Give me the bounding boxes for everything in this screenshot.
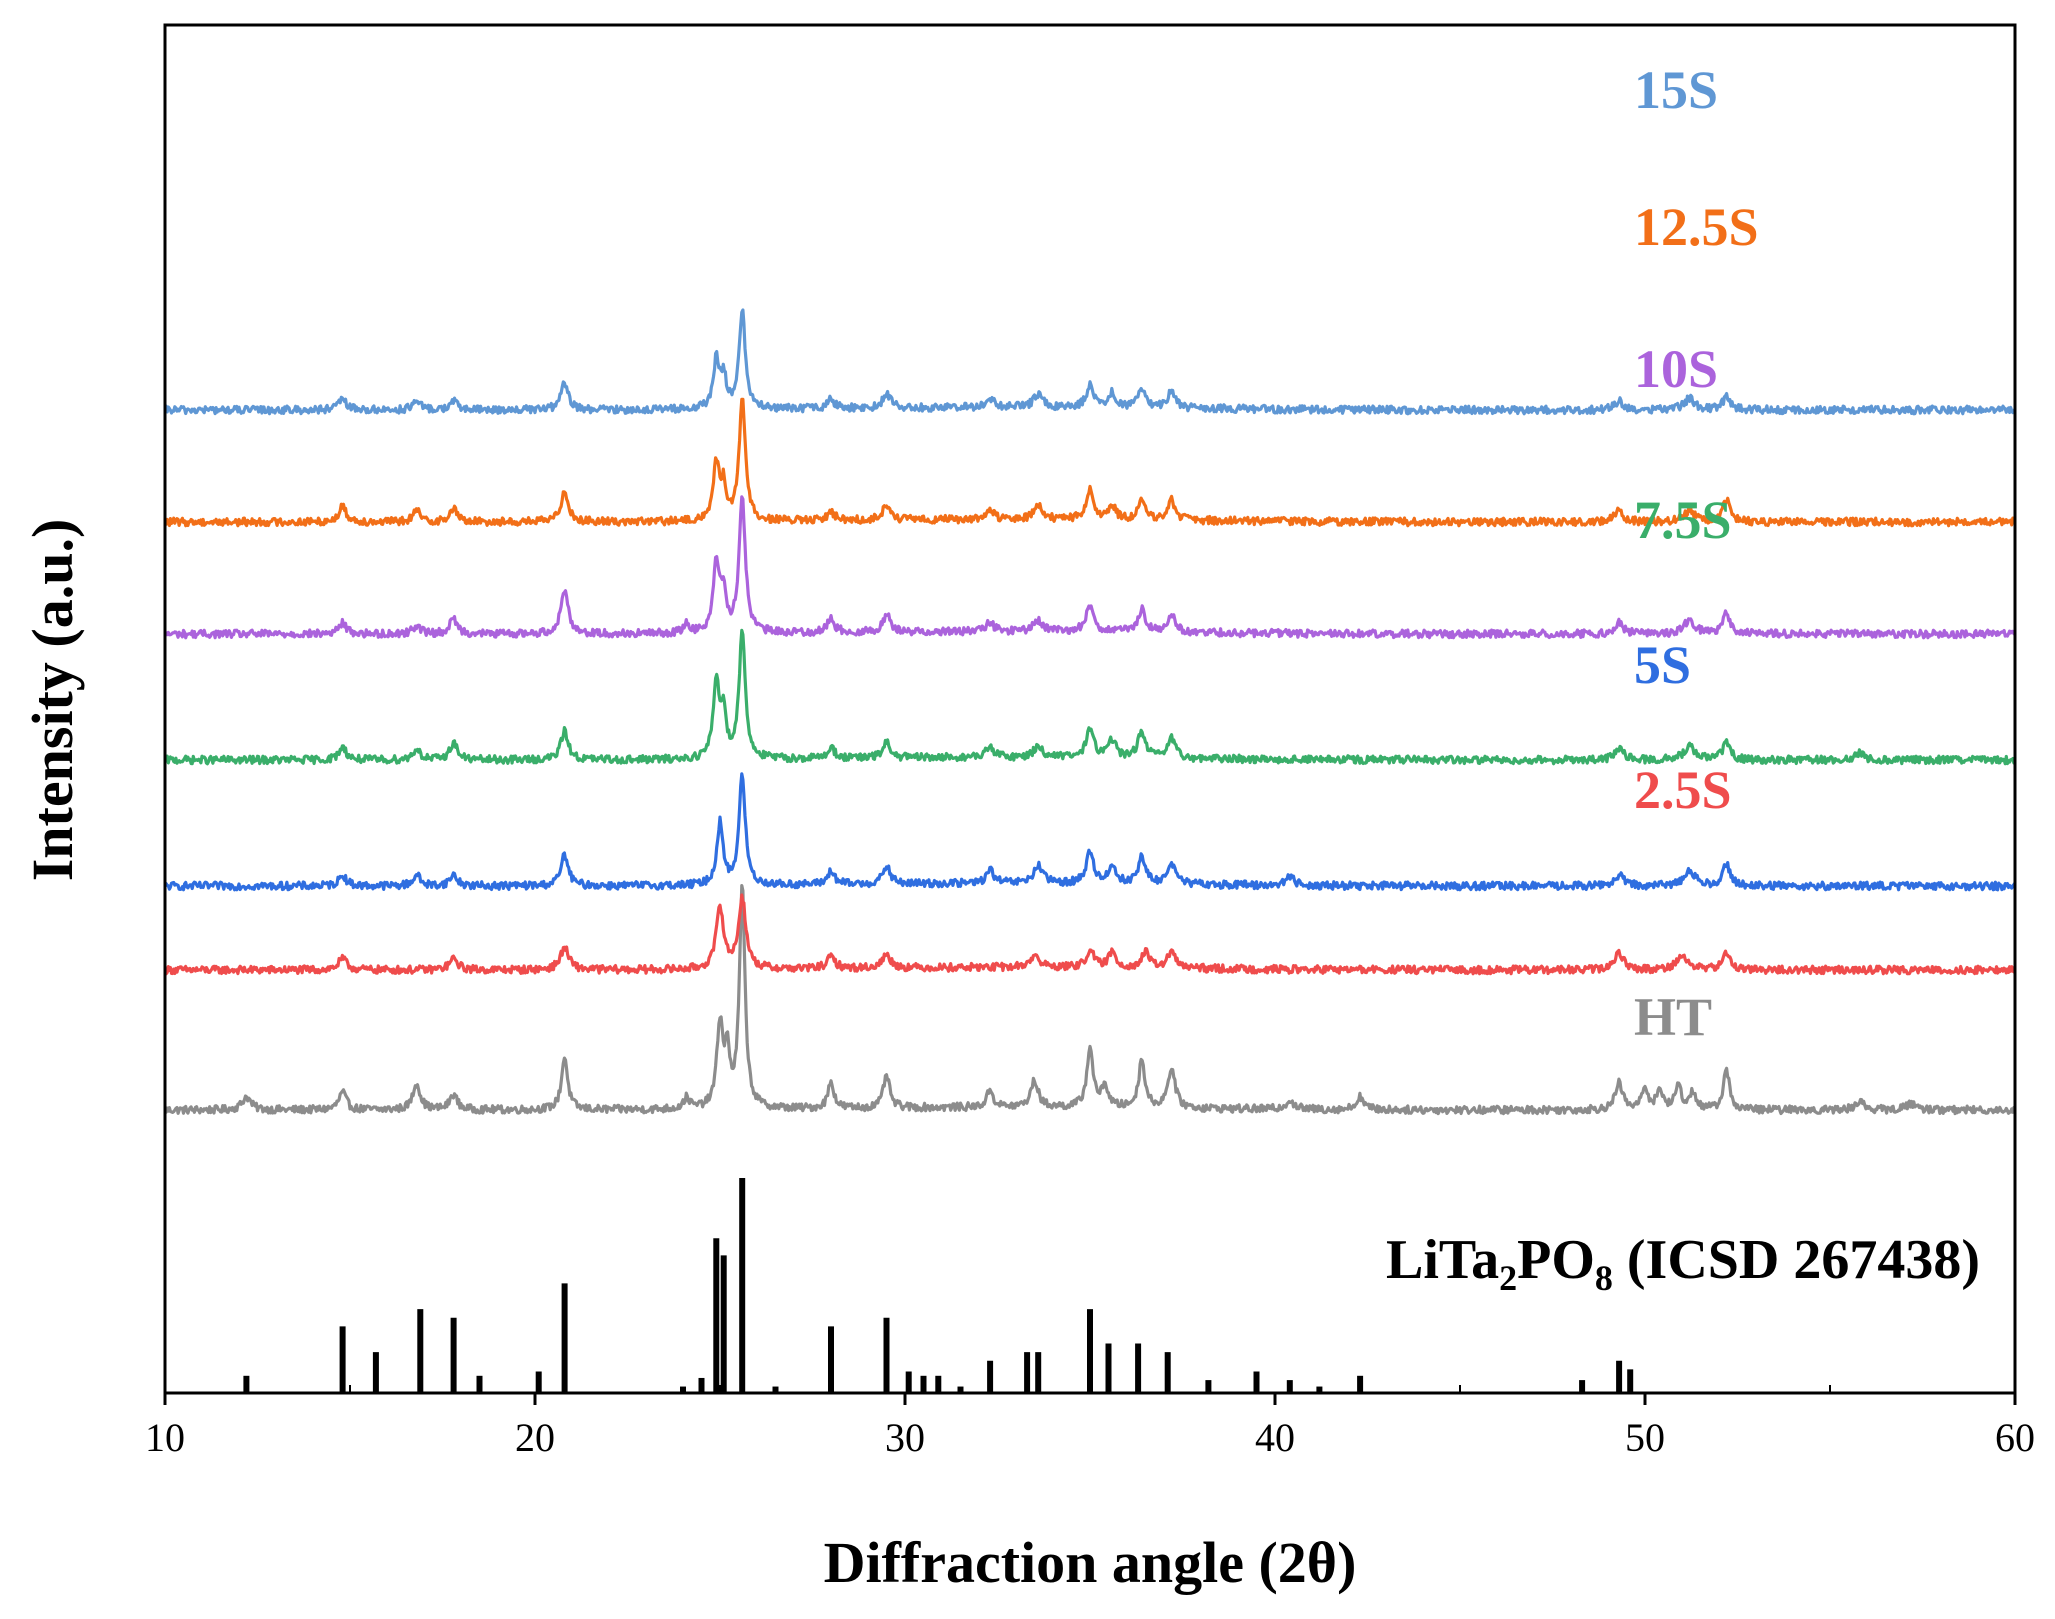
series-line-HT: [163, 884, 2017, 1116]
reference-label: LiTa2PO8 (ICSD 267438): [1386, 1229, 1980, 1298]
series-line-15S: [164, 308, 2017, 416]
series-line-7.5S: [163, 628, 2017, 766]
series-label-2.5S: 2.5S: [1634, 760, 1732, 820]
series-label-HT: HT: [1634, 987, 1712, 1047]
series-label-12.5S: 12.5S: [1634, 197, 1759, 257]
series-group: [163, 308, 2017, 1116]
series-line-2.5S: [163, 893, 2017, 976]
x-tick-label-20: 20: [515, 1415, 555, 1460]
series-label-7.5S: 7.5S: [1634, 490, 1732, 550]
x-tick-label-40: 40: [1255, 1415, 1295, 1460]
y-axis-title: Intensity (a.u.): [20, 519, 85, 882]
series-label-10S: 10S: [1634, 339, 1718, 399]
series-label-15S: 15S: [1634, 60, 1718, 120]
series-label-5S: 5S: [1634, 635, 1691, 695]
x-tick-label-60: 60: [1995, 1415, 2035, 1460]
reference-pattern: [243, 1178, 1634, 1393]
x-axis-title: Diffraction angle (2θ): [824, 1530, 1357, 1595]
x-axis: 10 20 30 40 50 60: [145, 1385, 2035, 1460]
x-tick-label-50: 50: [1625, 1415, 1665, 1460]
x-tick-label-10: 10: [145, 1415, 185, 1460]
series-line-5S: [164, 772, 2017, 892]
series-line-12.5S: [163, 397, 2017, 528]
series-labels: HT 2.5S 5S 7.5S 10S 12.5S 15S: [1634, 60, 1759, 1047]
x-tick-label-30: 30: [885, 1415, 925, 1460]
series-line-10S: [163, 495, 2017, 640]
